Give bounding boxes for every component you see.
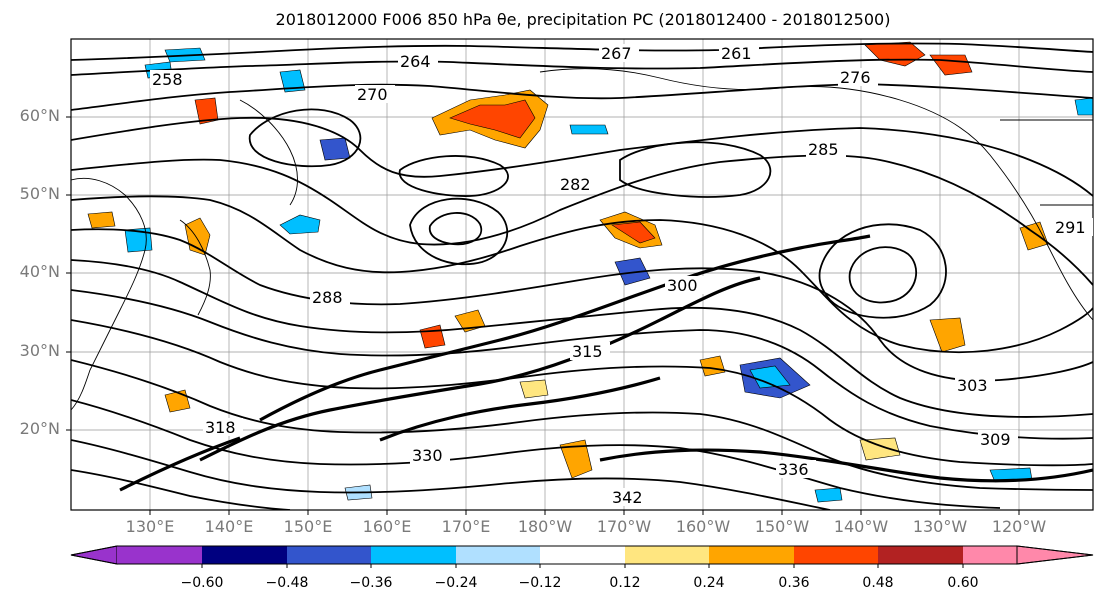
coastlines [71, 68, 1093, 411]
colorbar-tick-label: 0.24 [693, 575, 725, 591]
colorbar-tick-label: 0.12 [609, 575, 641, 591]
lon-label-160e: 160°E [362, 517, 412, 536]
contour-label: 330 [412, 446, 443, 465]
colorbar-segment [540, 546, 625, 564]
colorbar-segment [625, 546, 709, 564]
contour-label: 303 [957, 376, 988, 395]
lat-label-60n: 60°N [19, 106, 60, 125]
lon-label-170w: 170°W [596, 517, 652, 536]
colorbar-outline [70, 545, 1094, 565]
colorbar-tick-label: −0.12 [518, 575, 562, 591]
lon-label-130e: 130°E [125, 517, 175, 536]
lon-label-130w: 130°W [912, 517, 968, 536]
contour-label: 288 [312, 288, 343, 307]
lon-label-140e: 140°E [204, 517, 254, 536]
colorbar-segment [117, 546, 202, 564]
contour-label: 291 [1055, 218, 1086, 237]
lat-label-30n: 30°N [19, 341, 60, 360]
colorbar-segment [794, 546, 878, 564]
lat-label-40n: 40°N [19, 262, 60, 281]
contour-label: 261 [721, 44, 752, 63]
precip-shading [87, 41, 1093, 503]
contour-label: 267 [601, 44, 632, 63]
contour-label: 276 [840, 68, 871, 87]
colorbar-segment [456, 546, 540, 564]
lon-label-140w: 140°W [833, 517, 889, 536]
theta-e-contours [71, 42, 1093, 510]
colorbar-tick-label: −0.36 [349, 575, 393, 591]
colorbar-tick-label: −0.24 [434, 575, 478, 591]
lat-label-50n: 50°N [19, 184, 60, 203]
contour-label: 282 [560, 175, 591, 194]
contour-label: 264 [400, 52, 431, 71]
colorbar-tick-label: −0.48 [265, 575, 309, 591]
colorbar-segment [709, 546, 794, 564]
axis-ticks [66, 116, 1020, 515]
contour-label: 300 [667, 276, 698, 295]
lon-label-180w: 180°W [517, 517, 573, 536]
map-frame [70, 38, 1094, 511]
contour-label: 258 [152, 70, 183, 89]
contour-label: 336 [778, 460, 809, 479]
colorbar-segment [963, 546, 1017, 564]
contour-label: 285 [808, 140, 839, 159]
contour-label: 342 [612, 488, 643, 507]
colorbar-tick-label: 0.48 [862, 575, 894, 591]
contour-label: 318 [205, 418, 236, 437]
colorbar-extend-low [70, 545, 118, 565]
contour-labels: 258 264 267 261 276 270 285 282 288 318 … [150, 44, 1093, 507]
colorbar-tick-label: 0.60 [947, 575, 979, 591]
colorbar-extend-high [1016, 545, 1094, 565]
lat-label-20n: 20°N [19, 419, 60, 438]
colorbar-tick-label: −0.60 [180, 575, 224, 591]
lon-label-160w: 160°W [675, 517, 731, 536]
colorbar [70, 545, 1094, 568]
frontal-zones [119, 234, 1093, 492]
lon-label-120w: 120°W [991, 517, 1047, 536]
contour-label: 315 [572, 342, 603, 361]
colorbar-tick-label: 0.36 [778, 575, 810, 591]
colorbar-segment [371, 546, 456, 564]
lon-label-150w: 150°W [754, 517, 810, 536]
contour-label: 309 [980, 430, 1011, 449]
contour-label: 270 [357, 85, 388, 104]
colorbar-segment [287, 546, 371, 564]
colorbar-segment [202, 546, 287, 564]
map-title: 2018012000 F006 850 hPa θe, precipitatio… [275, 10, 891, 29]
colorbar-segment [878, 546, 963, 564]
lon-label-150e: 150°E [283, 517, 333, 536]
lon-label-170e: 170°E [441, 517, 491, 536]
